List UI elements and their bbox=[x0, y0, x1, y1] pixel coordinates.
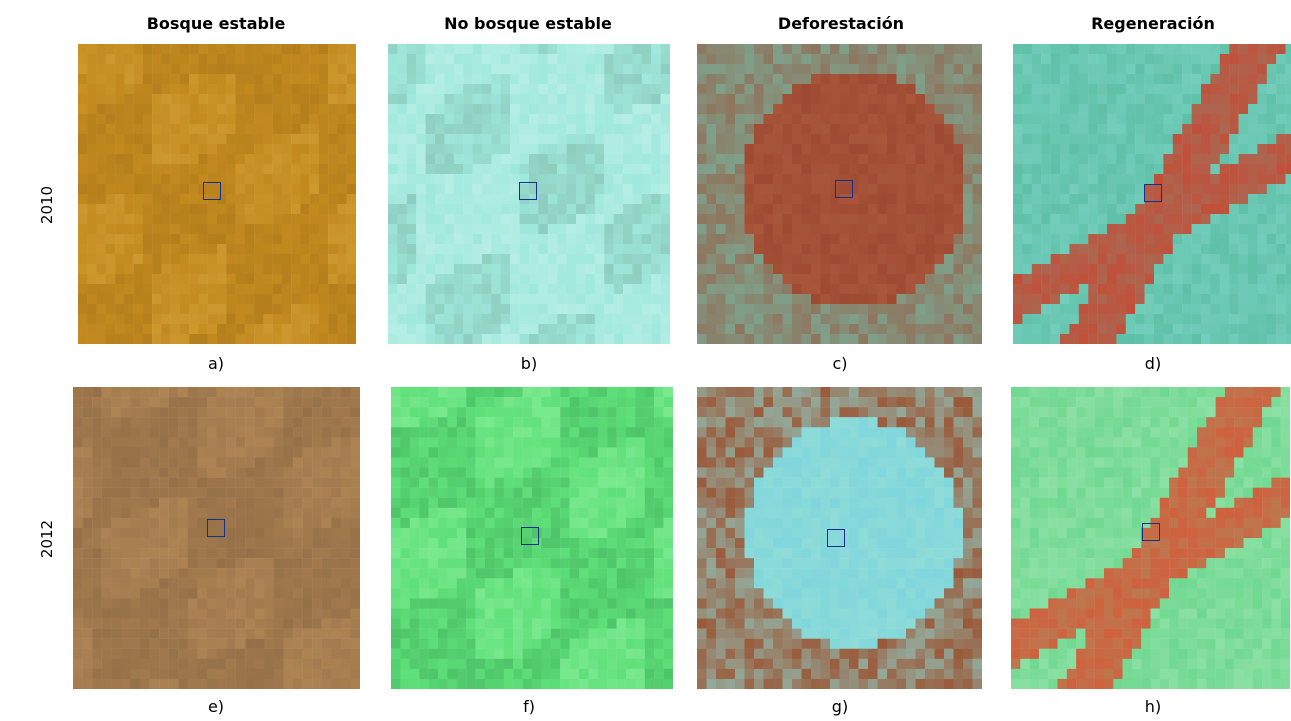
satellite-texture bbox=[1011, 387, 1290, 689]
satellite-texture bbox=[388, 44, 670, 344]
sample-marker-b bbox=[519, 182, 537, 200]
image-panel-d bbox=[1013, 44, 1291, 344]
image-panel-a bbox=[78, 44, 356, 344]
sample-marker-g bbox=[827, 529, 845, 547]
caption-b: b) bbox=[520, 354, 538, 373]
sample-marker-f bbox=[521, 527, 539, 545]
image-panel-c bbox=[697, 44, 982, 344]
caption-e: e) bbox=[207, 697, 225, 716]
sample-marker-a bbox=[203, 182, 221, 200]
sample-marker-e bbox=[207, 519, 225, 537]
caption-f: f) bbox=[523, 697, 535, 716]
sample-marker-c bbox=[835, 180, 853, 198]
satellite-texture bbox=[391, 387, 673, 689]
caption-d: d) bbox=[1144, 354, 1162, 373]
column-header-regeneracion: Regeneración bbox=[1091, 14, 1215, 33]
caption-h: h) bbox=[1144, 697, 1162, 716]
sample-marker-d bbox=[1144, 184, 1162, 202]
sample-marker-h bbox=[1142, 523, 1160, 541]
image-panel-b bbox=[388, 44, 670, 344]
caption-g: g) bbox=[831, 697, 849, 716]
image-panel-f bbox=[391, 387, 673, 689]
image-panel-g bbox=[697, 387, 982, 689]
column-header-bosque-estable: Bosque estable bbox=[146, 14, 286, 33]
satellite-texture bbox=[73, 387, 360, 689]
caption-a: a) bbox=[207, 354, 225, 373]
row-label-2010: 2010 bbox=[38, 185, 56, 225]
image-panel-h bbox=[1011, 387, 1290, 689]
satellite-texture bbox=[697, 44, 982, 344]
satellite-texture bbox=[78, 44, 356, 344]
image-panel-e bbox=[73, 387, 360, 689]
column-header-deforestacion: Deforestación bbox=[777, 14, 905, 33]
column-header-no-bosque-estable: No bosque estable bbox=[444, 14, 612, 33]
row-label-2012: 2012 bbox=[38, 519, 56, 559]
satellite-texture bbox=[697, 387, 982, 689]
satellite-texture bbox=[1013, 44, 1291, 344]
caption-c: c) bbox=[832, 354, 848, 373]
